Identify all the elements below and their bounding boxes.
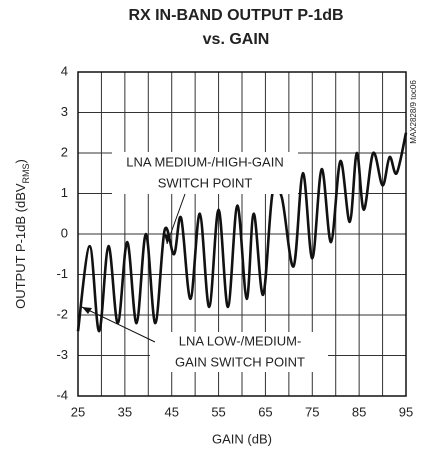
chart-title: vs. GAIN xyxy=(203,31,270,48)
annotation-box xyxy=(150,332,328,372)
x-axis-label: GAIN (dB) xyxy=(212,431,272,446)
annotation-arrow xyxy=(166,193,186,245)
x-tick-label: 25 xyxy=(71,404,85,419)
y-tick-label: 3 xyxy=(61,104,68,119)
y-tick-label: -2 xyxy=(56,306,68,321)
y-axis-label: OUTPUT P-1dB (dBVRMS) xyxy=(13,159,31,309)
y-tick-label: -1 xyxy=(56,266,68,281)
x-tick-label: 45 xyxy=(164,404,178,419)
y-label-sub: RMS xyxy=(21,163,31,183)
x-tick-label: 75 xyxy=(305,404,319,419)
x-tick-label: 35 xyxy=(118,404,132,419)
data-line xyxy=(76,132,408,333)
x-tick-label: 85 xyxy=(352,404,366,419)
x-tick-label: 95 xyxy=(399,404,413,419)
y-label-end: ) xyxy=(13,159,28,163)
x-tick-label: 55 xyxy=(211,404,225,419)
plot-area: -4 -3 -2 -1 0 1 2 3 4 25 35 45 55 65 75 85 95 xyxy=(56,63,413,419)
annotation-text: LNA LOW-/MEDIUM- xyxy=(179,333,302,348)
y-tick-label: 1 xyxy=(61,185,68,200)
plot-frame xyxy=(77,71,407,397)
x-tick-label: 65 xyxy=(258,404,272,419)
y-tick-label: 4 xyxy=(61,63,68,78)
annotation-box xyxy=(112,152,298,194)
annotation-text: LNA MEDIUM-/HIGH-GAIN xyxy=(126,154,283,169)
chart-title: RX IN-BAND OUTPUT P-1dB xyxy=(128,7,343,24)
arrow-head xyxy=(164,234,171,244)
annotation-text: SWITCH POINT xyxy=(158,175,253,190)
annotations: LNA MEDIUM-/HIGH-GAIN SWITCH POINT LNA L… xyxy=(81,152,328,372)
annotation-text: GAIN SWITCH POINT xyxy=(175,354,305,369)
side-note: MAX2828/9 toc06 xyxy=(409,80,418,144)
y-tick-label: 0 xyxy=(61,225,68,240)
y-tick-label: 2 xyxy=(61,144,68,159)
arrow-head xyxy=(82,307,92,314)
y-label-main: OUTPUT P-1dB (dBV xyxy=(13,183,28,309)
y-tick-label: -4 xyxy=(56,387,68,402)
annotation-arrow xyxy=(81,306,156,343)
y-tick-label: -3 xyxy=(56,347,68,362)
